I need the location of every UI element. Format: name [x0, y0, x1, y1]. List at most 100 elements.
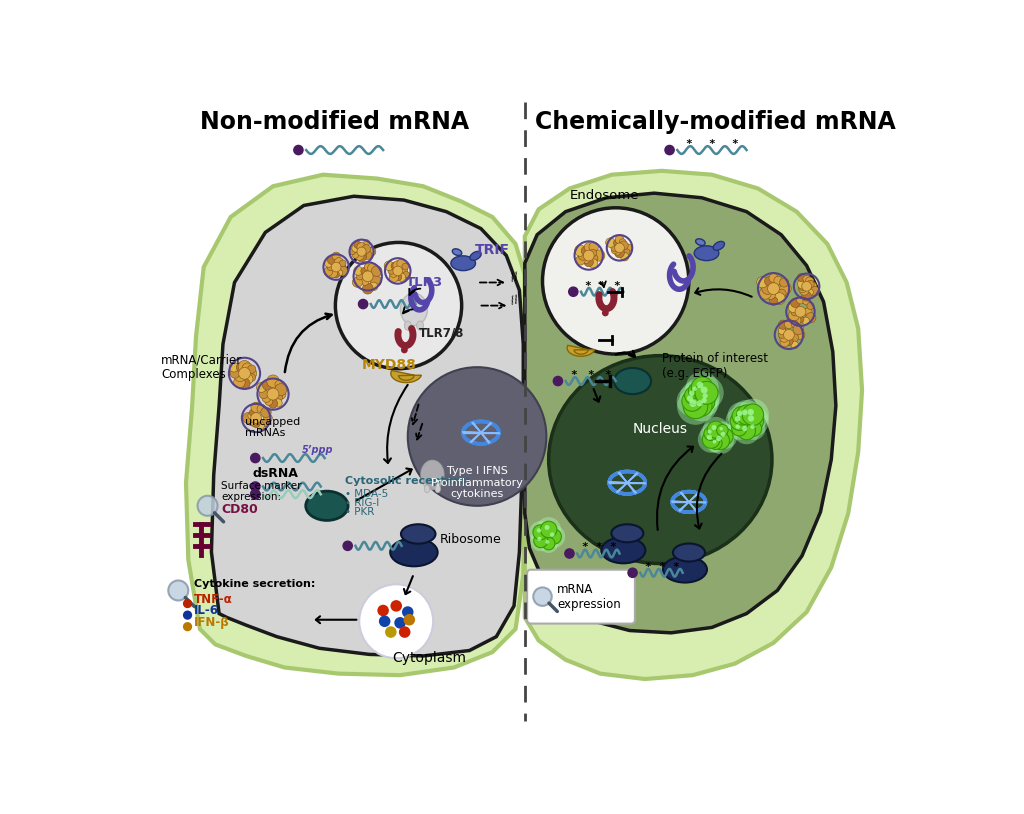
Circle shape [691, 396, 712, 416]
Circle shape [334, 257, 344, 267]
Ellipse shape [400, 293, 427, 326]
Ellipse shape [404, 321, 412, 330]
Circle shape [624, 249, 630, 256]
Circle shape [802, 317, 809, 325]
Circle shape [742, 404, 764, 426]
Circle shape [708, 427, 734, 454]
Circle shape [358, 300, 368, 309]
Text: • RIG-I: • RIG-I [345, 498, 379, 508]
Circle shape [765, 277, 774, 286]
Text: *: * [685, 139, 692, 149]
Circle shape [589, 259, 598, 268]
Circle shape [354, 241, 361, 248]
Circle shape [262, 393, 271, 402]
Circle shape [397, 273, 406, 282]
Circle shape [741, 409, 748, 415]
Circle shape [371, 273, 378, 280]
Circle shape [360, 277, 370, 286]
Circle shape [748, 415, 754, 422]
Circle shape [248, 365, 256, 374]
Circle shape [239, 361, 251, 373]
Circle shape [389, 273, 398, 282]
Circle shape [274, 380, 283, 388]
Circle shape [686, 371, 719, 405]
Circle shape [798, 274, 806, 282]
Circle shape [256, 383, 266, 392]
Circle shape [689, 391, 694, 396]
Circle shape [788, 310, 800, 321]
Circle shape [261, 407, 271, 418]
Circle shape [393, 260, 402, 270]
Circle shape [691, 377, 713, 399]
Circle shape [401, 272, 411, 280]
Circle shape [692, 387, 697, 391]
Circle shape [799, 285, 807, 293]
Circle shape [687, 396, 693, 401]
Circle shape [735, 424, 740, 429]
Circle shape [359, 584, 433, 659]
Text: Type I IFNS
Proinflammatory
cytokines: Type I IFNS Proinflammatory cytokines [431, 466, 523, 499]
Circle shape [742, 410, 764, 431]
Text: Cytosolic receptors:: Cytosolic receptors: [345, 476, 470, 486]
Circle shape [689, 400, 696, 407]
Circle shape [615, 235, 624, 244]
Circle shape [685, 387, 702, 405]
Text: *: * [609, 542, 615, 553]
Circle shape [391, 262, 398, 269]
Text: IL-6: IL-6 [194, 604, 219, 617]
Circle shape [797, 296, 805, 304]
Circle shape [408, 367, 547, 505]
Circle shape [730, 412, 749, 431]
Text: TLR3: TLR3 [407, 276, 443, 289]
Ellipse shape [611, 524, 643, 542]
Circle shape [537, 517, 561, 542]
Circle shape [575, 256, 585, 265]
Circle shape [565, 549, 574, 558]
Circle shape [246, 368, 257, 379]
Circle shape [294, 146, 303, 155]
Circle shape [239, 367, 251, 379]
Circle shape [702, 431, 720, 449]
Circle shape [721, 432, 726, 437]
Circle shape [583, 256, 590, 264]
Text: //: // [509, 271, 519, 283]
Circle shape [251, 489, 260, 499]
Circle shape [539, 534, 558, 553]
Circle shape [746, 421, 762, 436]
Circle shape [611, 244, 618, 252]
Circle shape [274, 399, 283, 407]
Circle shape [716, 428, 733, 445]
Circle shape [243, 374, 253, 384]
Text: mRNA
expression: mRNA expression [557, 583, 621, 610]
Ellipse shape [614, 368, 651, 394]
Circle shape [677, 386, 708, 417]
Circle shape [328, 268, 338, 278]
Circle shape [742, 426, 748, 431]
Text: TRIF: TRIF [475, 243, 510, 257]
Circle shape [769, 274, 778, 282]
Circle shape [397, 259, 407, 269]
Circle shape [247, 416, 256, 426]
Text: *: * [581, 542, 588, 553]
Circle shape [590, 249, 597, 256]
Circle shape [717, 424, 728, 436]
Circle shape [736, 411, 742, 416]
Circle shape [698, 389, 716, 407]
Circle shape [388, 268, 394, 274]
Circle shape [736, 405, 757, 425]
Circle shape [735, 416, 740, 422]
Circle shape [183, 599, 193, 608]
Circle shape [614, 243, 625, 252]
Circle shape [712, 424, 737, 449]
Circle shape [791, 341, 799, 348]
Circle shape [589, 242, 598, 252]
Circle shape [370, 282, 378, 291]
Circle shape [799, 282, 807, 291]
Circle shape [402, 606, 414, 618]
Text: • PKR: • PKR [345, 507, 374, 517]
Circle shape [537, 528, 542, 532]
Circle shape [788, 303, 798, 313]
Circle shape [791, 298, 800, 308]
Polygon shape [524, 171, 862, 679]
Circle shape [339, 260, 346, 267]
